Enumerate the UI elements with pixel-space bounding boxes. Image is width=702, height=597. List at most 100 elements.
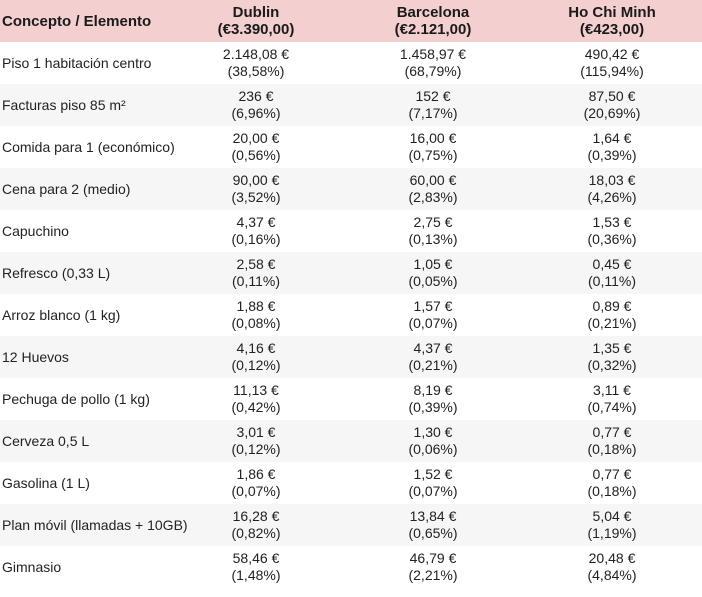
- row-label: Comida para 1 (económico): [2, 139, 175, 155]
- percent-value: (38,58%): [227, 63, 285, 79]
- value-cell: 16,28 € (0,82%): [168, 504, 344, 546]
- value-cell: 60,00 € (2,83%): [344, 168, 522, 210]
- price-value: 1,64 €: [592, 130, 632, 146]
- value-cell: 2,75 € (0,13%): [344, 210, 522, 252]
- percent-value: (0,32%): [587, 357, 637, 373]
- header-city-dublin: Dublin (€3.390,00): [168, 0, 344, 42]
- price-value: 16,00 €: [409, 130, 457, 146]
- value-cell: 2.148,08 € (38,58%): [168, 42, 344, 84]
- price-value: 20,48 €: [588, 550, 636, 566]
- city-budget: (€3.390,00): [217, 21, 295, 38]
- price-value: 3,01 €: [236, 424, 276, 440]
- value-cell: 1.458,97 € (68,79%): [344, 42, 522, 84]
- value-cell: 1,88 € (0,08%): [168, 294, 344, 336]
- value-cell: 3,11 € (0,74%): [522, 378, 702, 420]
- row-label: Cerveza 0,5 L: [2, 433, 90, 449]
- price-value: 8,19 €: [413, 382, 453, 398]
- price-value: 1,53 €: [592, 214, 632, 230]
- value-cell: 152 € (7,17%): [344, 84, 522, 126]
- value-cell: 46,79 € (2,21%): [344, 546, 522, 588]
- value-cell: 2,58 € (0,11%): [168, 252, 344, 294]
- percent-value: (0,07%): [408, 315, 458, 331]
- table-row: Gimnasio 58,46 € (1,48%) 46,79 € (2,21%) 20,4…: [0, 546, 702, 588]
- row-label: 12 Huevos: [2, 349, 69, 365]
- value-cell: 0,45 € (0,11%): [522, 252, 702, 294]
- table-header: Concepto / Elemento Dublin (€3.390,00) B…: [0, 0, 702, 42]
- percent-value: (0,06%): [408, 441, 458, 457]
- price-value: 4,37 €: [413, 340, 453, 356]
- percent-value: (1,48%): [231, 567, 281, 583]
- price-value: 5,04 €: [592, 508, 632, 524]
- value-cell: 4,37 € (0,21%): [344, 336, 522, 378]
- price-value: 0,45 €: [592, 256, 632, 272]
- row-label: Gimnasio: [2, 559, 62, 575]
- value-cell: 1,64 € (0,39%): [522, 126, 702, 168]
- price-value: 16,28 €: [232, 508, 280, 524]
- value-cell: 4,37 € (0,16%): [168, 210, 344, 252]
- percent-value: (1,19%): [587, 525, 637, 541]
- price-value: 60,00 €: [409, 172, 457, 188]
- row-label: Cena para 2 (medio): [2, 181, 131, 197]
- price-value: 236 €: [238, 88, 274, 104]
- row-label: Facturas piso 85 m²: [2, 97, 126, 113]
- percent-value: (0,16%): [231, 231, 281, 247]
- price-value: 58,46 €: [232, 550, 280, 566]
- percent-value: (2,83%): [408, 189, 458, 205]
- price-value: 2,58 €: [236, 256, 276, 272]
- row-label: Arroz blanco (1 kg): [2, 307, 121, 323]
- price-value: 2,75 €: [413, 214, 453, 230]
- value-cell: 1,57 € (0,07%): [344, 294, 522, 336]
- price-value: 490,42 €: [584, 46, 640, 62]
- percent-value: (0,75%): [408, 147, 458, 163]
- city-name: Ho Chi Minh: [568, 4, 656, 21]
- percent-value: (68,79%): [404, 63, 462, 79]
- price-value: 11,13 €: [233, 382, 279, 398]
- price-value: 0,77 €: [592, 424, 632, 440]
- percent-value: (6,96%): [231, 105, 281, 121]
- percent-value: (0,39%): [408, 399, 458, 415]
- price-value: 90,00 €: [232, 172, 280, 188]
- percent-value: (20,69%): [583, 105, 641, 121]
- value-cell: 1,86 € (0,07%): [168, 462, 344, 504]
- value-cell: 0,77 € (0,18%): [522, 420, 702, 462]
- row-label: Gasolina (1 L): [2, 475, 90, 491]
- price-value: 4,16 €: [236, 340, 276, 356]
- percent-value: (0,56%): [231, 147, 281, 163]
- header-concept: Concepto / Elemento: [2, 12, 152, 30]
- value-cell: 1,53 € (0,36%): [522, 210, 702, 252]
- percent-value: (0,07%): [408, 483, 458, 499]
- value-cell: 1,05 € (0,05%): [344, 252, 522, 294]
- table-row: Pechuga de pollo (1 kg) 11,13 € (0,42%) 8,1…: [0, 378, 702, 420]
- table-row: Gasolina (1 L) 1,86 € (0,07%) 1,52 € (0,07%)…: [0, 462, 702, 504]
- value-cell: 11,13 € (0,42%): [168, 378, 344, 420]
- table-body: Piso 1 habitación centro 2.148,08 € (38,58…: [0, 42, 702, 588]
- value-cell: 3,01 € (0,12%): [168, 420, 344, 462]
- percent-value: (0,12%): [231, 441, 281, 457]
- value-cell: 58,46 € (1,48%): [168, 546, 344, 588]
- value-cell: 1,35 € (0,32%): [522, 336, 702, 378]
- percent-value: (4,84%): [587, 567, 637, 583]
- value-cell: 90,00 € (3,52%): [168, 168, 344, 210]
- percent-value: (0,82%): [231, 525, 281, 541]
- price-value: 152 €: [415, 88, 451, 104]
- value-cell: 0,77 € (0,18%): [522, 462, 702, 504]
- price-value: 87,50 €: [588, 88, 636, 104]
- value-cell: 1,30 € (0,06%): [344, 420, 522, 462]
- percent-value: (0,05%): [408, 273, 458, 289]
- price-value: 1,57 €: [413, 298, 453, 314]
- price-value: 1,88 €: [236, 298, 276, 314]
- value-cell: 4,16 € (0,12%): [168, 336, 344, 378]
- row-label: Piso 1 habitación centro: [2, 55, 152, 71]
- percent-value: (3,52%): [231, 189, 281, 205]
- city-name: Dublin: [232, 4, 280, 21]
- percent-value: (0,36%): [587, 231, 637, 247]
- price-value: 1,05 €: [413, 256, 453, 272]
- price-value: 1,52 €: [413, 466, 453, 482]
- table-row: Arroz blanco (1 kg) 1,88 € (0,08%) 1,57 € (0…: [0, 294, 702, 336]
- value-cell: 18,03 € (4,26%): [522, 168, 702, 210]
- value-cell: 8,19 € (0,39%): [344, 378, 522, 420]
- value-cell: 5,04 € (1,19%): [522, 504, 702, 546]
- table-row: Refresco (0,33 L) 2,58 € (0,11%) 1,05 € (0,0…: [0, 252, 702, 294]
- price-value: 3,11 €: [593, 382, 631, 398]
